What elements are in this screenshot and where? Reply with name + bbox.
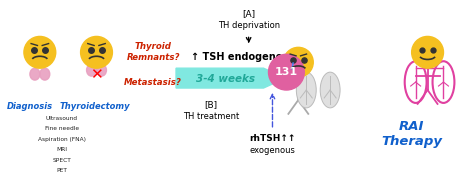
Text: 131: 131 [275, 67, 298, 77]
Ellipse shape [283, 47, 313, 77]
Ellipse shape [97, 64, 107, 76]
Ellipse shape [268, 54, 304, 90]
Ellipse shape [87, 64, 97, 76]
Text: Aspiration (FNA): Aspiration (FNA) [38, 137, 86, 142]
Ellipse shape [81, 36, 112, 68]
Text: MRI: MRI [56, 147, 67, 152]
Text: TH deprivation: TH deprivation [218, 21, 280, 30]
Text: Fine needle: Fine needle [45, 126, 79, 131]
Text: rhTSH↑↑: rhTSH↑↑ [249, 134, 296, 143]
Text: RAI
Therapy: RAI Therapy [381, 120, 442, 148]
Text: ↑ TSH endogenous ↑: ↑ TSH endogenous ↑ [191, 52, 306, 62]
Text: [A]: [A] [242, 9, 255, 18]
Text: 3-4 weeks: 3-4 weeks [196, 74, 255, 84]
Text: SPECT: SPECT [52, 157, 71, 162]
Text: Thyroid
Remnants?: Thyroid Remnants? [127, 42, 180, 62]
Text: ✕: ✕ [90, 67, 103, 82]
Text: [B]: [B] [204, 100, 218, 109]
FancyArrow shape [176, 68, 285, 88]
Ellipse shape [24, 36, 56, 68]
Text: Ultrasound: Ultrasound [46, 116, 78, 121]
Ellipse shape [296, 72, 316, 108]
Ellipse shape [40, 68, 50, 80]
Text: Diagnosis: Diagnosis [7, 102, 53, 111]
Text: Thyroidectomy: Thyroidectomy [59, 102, 130, 111]
Text: exogenous: exogenous [249, 146, 295, 155]
Ellipse shape [411, 36, 444, 68]
Text: Metastasis?: Metastasis? [124, 78, 182, 87]
Text: PET: PET [56, 168, 67, 173]
Text: TH treatment: TH treatment [182, 112, 239, 121]
Ellipse shape [320, 72, 340, 108]
Ellipse shape [30, 68, 40, 80]
